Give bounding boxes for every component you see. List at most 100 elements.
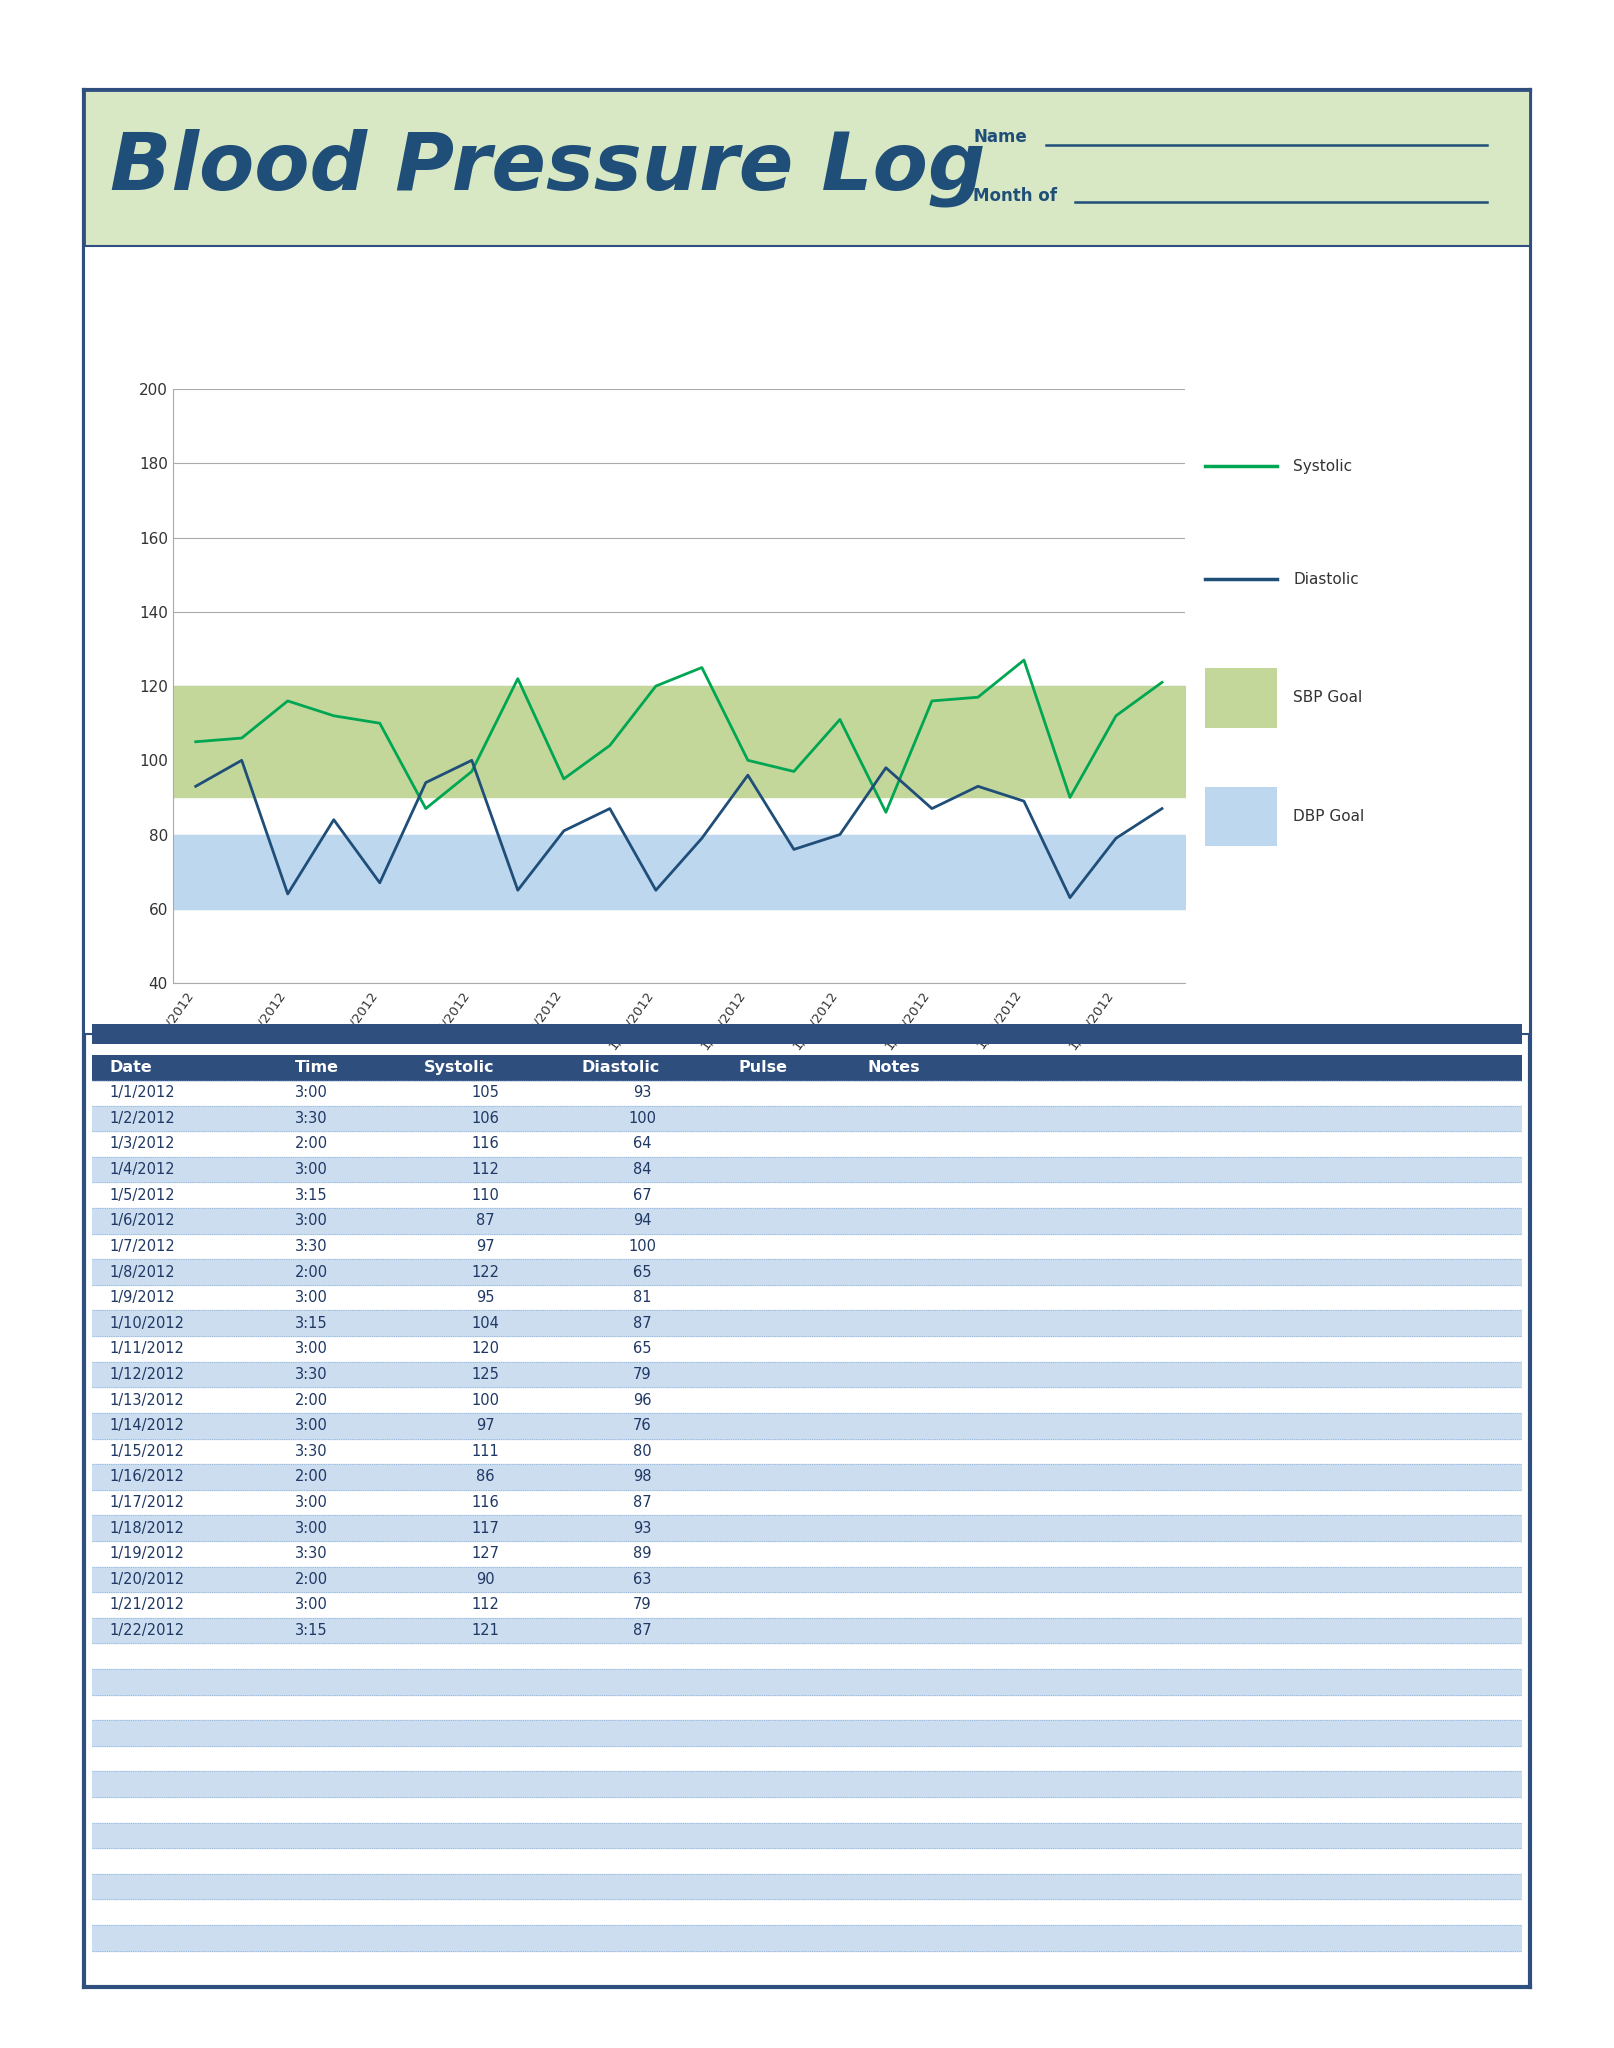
Text: 100: 100 [471,1393,499,1407]
Text: 1/11/2012: 1/11/2012 [110,1341,184,1356]
Bar [92,1362,1522,1386]
Bar [92,1208,1522,1233]
Text: 121: 121 [471,1624,499,1638]
Text: 3:00: 3:00 [295,1085,328,1100]
Text: 3:15: 3:15 [295,1188,328,1202]
Text: 2:00: 2:00 [295,1264,328,1280]
Text: 112: 112 [471,1597,499,1612]
Text: 79: 79 [633,1366,652,1382]
Text: 93: 93 [633,1522,652,1536]
Text: 1/15/2012: 1/15/2012 [110,1444,184,1458]
Text: Systolic: Systolic [424,1061,494,1075]
Text: 116: 116 [471,1495,499,1509]
Text: 84: 84 [633,1161,652,1178]
Text: 90: 90 [476,1573,494,1587]
Text: 127: 127 [471,1546,499,1561]
Text: DBP Goal: DBP Goal [1293,809,1364,823]
Text: Pulse: Pulse [738,1061,788,1075]
Text: 1/21/2012: 1/21/2012 [110,1597,184,1612]
Text: 1/4/2012: 1/4/2012 [110,1161,174,1178]
Text: 67: 67 [633,1188,652,1202]
Text: 81: 81 [633,1290,652,1305]
Bar [92,1567,1522,1591]
Text: 3:30: 3:30 [295,1239,328,1253]
Bar [92,1874,1522,1898]
Text: 76: 76 [633,1417,652,1434]
Text: Month of: Month of [973,186,1057,205]
Text: 3:15: 3:15 [295,1624,328,1638]
Text: 125: 125 [471,1366,499,1382]
Bar [92,1413,1522,1438]
Text: 3:30: 3:30 [295,1110,328,1126]
Text: 97: 97 [476,1417,494,1434]
Text: 95: 95 [476,1290,494,1305]
Text: 65: 65 [633,1264,652,1280]
Text: 3:00: 3:00 [295,1597,328,1612]
Bar [92,1055,1522,1079]
Text: 89: 89 [633,1546,652,1561]
Text: 3:00: 3:00 [295,1341,328,1356]
Bar [92,1720,1522,1745]
Text: 2:00: 2:00 [295,1468,328,1485]
Text: 1/2/2012: 1/2/2012 [110,1110,174,1126]
Text: 1/17/2012: 1/17/2012 [110,1495,184,1509]
Text: 94: 94 [633,1212,652,1229]
Text: 87: 87 [633,1495,652,1509]
Text: 120: 120 [471,1341,499,1356]
Text: 3:15: 3:15 [295,1315,328,1331]
Text: 97: 97 [476,1239,494,1253]
Text: 80: 80 [633,1444,652,1458]
Text: 3:30: 3:30 [295,1366,328,1382]
Text: 100: 100 [628,1110,657,1126]
Text: 105: 105 [471,1085,499,1100]
Text: 1/19/2012: 1/19/2012 [110,1546,184,1561]
Text: 122: 122 [471,1264,499,1280]
Bar [92,1925,1522,1950]
Text: 3:00: 3:00 [295,1417,328,1434]
Text: 1/14/2012: 1/14/2012 [110,1417,184,1434]
Text: Blood Pressure Log: Blood Pressure Log [110,129,986,207]
Text: 1/13/2012: 1/13/2012 [110,1393,184,1407]
Bar [92,1669,1522,1694]
Bar [1206,786,1277,846]
Text: 2:00: 2:00 [295,1137,328,1151]
Text: Notes: Notes [867,1061,920,1075]
Bar [92,1516,1522,1540]
Text: 3:00: 3:00 [295,1161,328,1178]
Text: 87: 87 [633,1624,652,1638]
Text: Diastolic: Diastolic [1293,571,1359,586]
Bar [92,1772,1522,1796]
Text: 87: 87 [476,1212,494,1229]
Bar [92,1260,1522,1284]
Text: Name: Name [973,127,1027,145]
Text: 1/6/2012: 1/6/2012 [110,1212,174,1229]
Bar [92,1157,1522,1182]
Bar [92,1618,1522,1642]
Text: 100: 100 [628,1239,657,1253]
Bar [92,1106,1522,1130]
Text: 87: 87 [633,1315,652,1331]
Text: 3:00: 3:00 [295,1495,328,1509]
Text: 79: 79 [633,1597,652,1612]
Text: 63: 63 [633,1573,652,1587]
Text: 93: 93 [633,1085,652,1100]
Text: 1/1/2012: 1/1/2012 [110,1085,174,1100]
Bar [92,1823,1522,1847]
Text: 1/3/2012: 1/3/2012 [110,1137,174,1151]
Text: 104: 104 [471,1315,499,1331]
Bar [1206,668,1277,727]
Text: 1/9/2012: 1/9/2012 [110,1290,174,1305]
Text: 1/8/2012: 1/8/2012 [110,1264,174,1280]
Text: Systolic: Systolic [1293,459,1353,473]
Bar [92,1464,1522,1489]
Text: 117: 117 [471,1522,499,1536]
Text: 1/22/2012: 1/22/2012 [110,1624,184,1638]
Text: 2:00: 2:00 [295,1573,328,1587]
Text: 1/5/2012: 1/5/2012 [110,1188,174,1202]
Text: 3:00: 3:00 [295,1522,328,1536]
Text: Time: Time [295,1061,339,1075]
Text: 64: 64 [633,1137,652,1151]
Text: 1/20/2012: 1/20/2012 [110,1573,184,1587]
Text: 1/10/2012: 1/10/2012 [110,1315,184,1331]
Text: 1/16/2012: 1/16/2012 [110,1468,184,1485]
